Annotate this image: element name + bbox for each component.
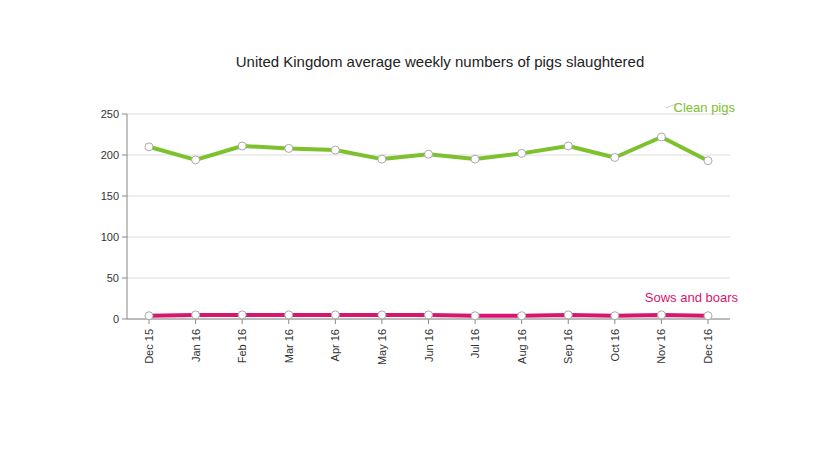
data-point (378, 311, 386, 319)
data-point (331, 146, 339, 154)
data-point (564, 311, 572, 319)
data-point (657, 311, 665, 319)
y-tick-label: 50 (107, 272, 119, 284)
data-point (378, 155, 386, 163)
data-point (192, 311, 200, 319)
plot-area (145, 133, 712, 320)
series-label: Sows and boars (645, 290, 739, 305)
x-tick-label: Aug 16 (516, 329, 528, 364)
grid-line (127, 196, 730, 197)
series-label: Clean pigs (674, 100, 736, 115)
x-tick-label: Jan 16 (190, 329, 202, 362)
grid-line (127, 237, 730, 238)
x-tick (242, 319, 243, 324)
data-point (704, 157, 712, 165)
x-tick-label: Dec 16 (702, 329, 714, 364)
y-tick-label: 0 (113, 313, 119, 325)
data-point (238, 142, 246, 150)
x-tick-label: Sep 16 (562, 329, 574, 364)
data-point (425, 311, 433, 319)
series-line (149, 137, 708, 161)
y-tick-label: 100 (101, 231, 119, 243)
data-point (471, 155, 479, 163)
x-tick (568, 319, 569, 324)
x-tick-label: Jun 16 (423, 329, 435, 362)
data-point (425, 150, 433, 158)
data-point (285, 144, 293, 152)
data-point (564, 142, 572, 150)
x-tick-label: Mar 16 (283, 329, 295, 363)
data-point (285, 311, 293, 319)
x-tick (288, 319, 289, 324)
x-tick-label: Dec 15 (143, 329, 155, 364)
x-tick-label: Nov 16 (655, 329, 667, 364)
data-point (331, 311, 339, 319)
data-point (657, 133, 665, 141)
data-point (238, 311, 246, 319)
y-tick (122, 155, 127, 156)
y-tick-label: 250 (101, 108, 119, 120)
x-tick-label: Apr 16 (329, 329, 341, 361)
x-tick (661, 319, 662, 324)
y-tick (122, 319, 127, 320)
data-point (192, 156, 200, 164)
x-tick (381, 319, 382, 324)
grid-line (127, 278, 730, 279)
data-point (145, 312, 153, 320)
data-point (704, 312, 712, 320)
data-point (471, 312, 479, 320)
y-axis (127, 114, 128, 319)
y-tick (122, 114, 127, 115)
chart-title: United Kingdom average weekly numbers of… (236, 53, 645, 70)
x-tick (195, 319, 196, 324)
x-tick (428, 319, 429, 324)
data-point (145, 143, 153, 151)
x-tick-label: May 16 (376, 329, 388, 365)
data-point (518, 149, 526, 157)
data-point (611, 153, 619, 161)
y-tick-label: 150 (101, 190, 119, 202)
x-tick (335, 319, 336, 324)
y-tick (122, 237, 127, 238)
x-tick-label: Jul 16 (469, 329, 481, 358)
chart-svg: United Kingdom average weekly numbers of… (0, 0, 820, 461)
x-tick-label: Feb 16 (236, 329, 248, 363)
y-tick (122, 278, 127, 279)
y-tick (122, 196, 127, 197)
chart-root: United Kingdom average weekly numbers of… (0, 0, 820, 461)
data-point (518, 312, 526, 320)
x-tick-label: Oct 16 (609, 329, 621, 361)
data-point (611, 312, 619, 320)
y-tick-label: 200 (101, 149, 119, 161)
grid-line (127, 114, 730, 115)
